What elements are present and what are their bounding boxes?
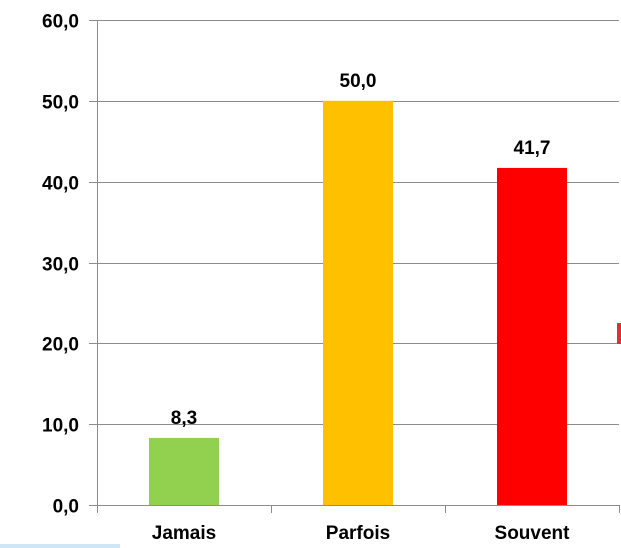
bars <box>149 100 567 506</box>
category-label: Parfois <box>326 523 390 544</box>
data-label: 41,7 <box>514 138 551 159</box>
bar-souvent <box>497 167 567 506</box>
data-label: 50,0 <box>340 71 377 92</box>
labels: 0,0 10,0 20,0 30,0 40,0 50,0 60,0 8,3 Jamais 50,0… <box>42 12 570 545</box>
y-tick-label: 30,0 <box>42 255 79 276</box>
axes <box>89 20 620 513</box>
y-tick-label: 0,0 <box>53 497 79 518</box>
y-tick-label: 60,0 <box>42 12 79 33</box>
edge-fragment-blue <box>0 544 120 548</box>
bar-jamais <box>149 437 219 505</box>
category-label: Jamais <box>152 523 216 544</box>
y-tick-label: 50,0 <box>42 93 79 114</box>
data-label: 8,3 <box>171 408 197 429</box>
category-label: Souvent <box>495 523 571 544</box>
y-tick-label: 10,0 <box>42 416 79 437</box>
bar-parfois <box>323 100 393 505</box>
edge-fragment-red <box>617 323 621 344</box>
y-tick-label: 20,0 <box>42 335 79 356</box>
y-tick-label: 40,0 <box>42 174 79 195</box>
